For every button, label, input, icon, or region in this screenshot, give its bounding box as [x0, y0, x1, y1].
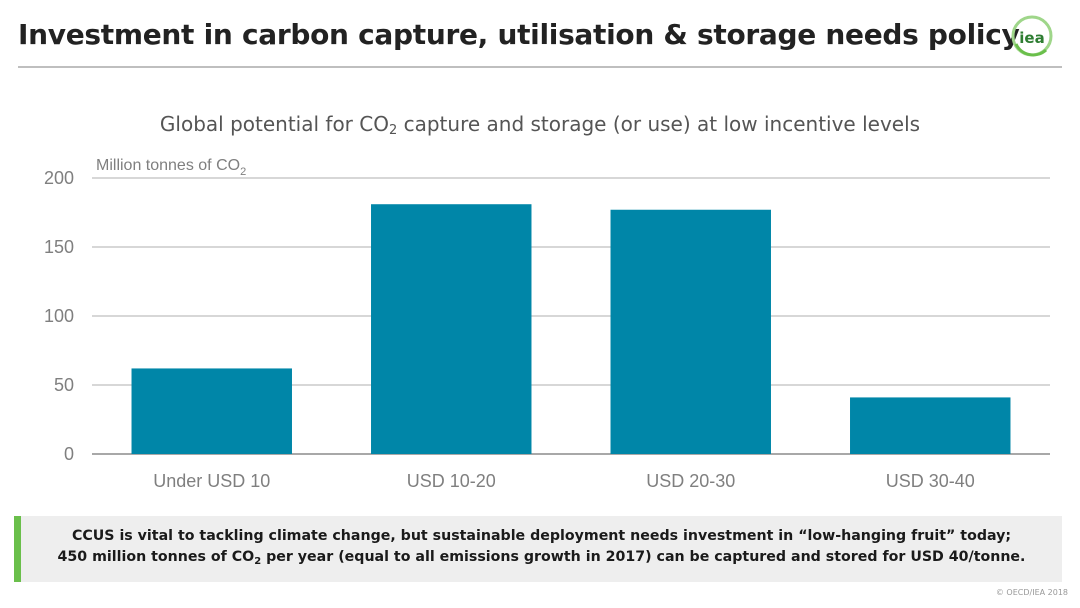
- logo-text: iea: [1019, 29, 1044, 47]
- bar-under-usd-10: [131, 368, 292, 454]
- callout-box: CCUS is vital to tackling climate change…: [14, 516, 1062, 582]
- y-tick-label: 150: [44, 237, 74, 257]
- chart-title-prefix: Global potential for CO: [159, 112, 389, 136]
- callout-line-2-suffix: per year (equal to all emissions growth …: [261, 549, 1026, 565]
- y-tick-label: 100: [44, 306, 74, 326]
- callout-line-1: CCUS is vital to tackling climate change…: [71, 528, 1012, 544]
- bar-usd-10-20: [371, 204, 532, 454]
- y-tick-label: 200: [44, 168, 74, 188]
- y-axis-label: Million tonnes of CO2: [96, 157, 246, 178]
- x-tick-label: USD 30-40: [886, 471, 975, 491]
- bar-chart: Million tonnes of CO2 0 50 100 150 200 Under …: [44, 157, 1050, 491]
- x-tick-label: USD 10-20: [407, 471, 496, 491]
- header-divider: [18, 66, 1062, 68]
- callout-line-2: 450 million tonnes of CO2 per year (equa…: [58, 547, 1026, 572]
- y-tick-label: 0: [64, 444, 74, 464]
- y-tick-label: 50: [54, 375, 74, 395]
- chart-title: Global potential for CO2 capture and sto…: [0, 112, 1080, 138]
- y-axis-label-prefix: Million tonnes of CO: [96, 157, 240, 174]
- chart-title-suffix: capture and storage (or use) at low ince…: [397, 112, 921, 136]
- callout-line-2-subscript: 2: [254, 556, 262, 567]
- bar-usd-30-40: [850, 397, 1011, 454]
- chart-title-subscript: 2: [388, 123, 398, 138]
- x-tick-label: USD 20-30: [646, 471, 735, 491]
- callout-line-2-prefix: 450 million tonnes of CO: [57, 549, 255, 565]
- page-title: Investment in carbon capture, utilisatio…: [18, 18, 1020, 51]
- copyright: © OECD/IEA 2018: [995, 588, 1068, 597]
- x-tick-label: Under USD 10: [153, 471, 270, 491]
- y-axis-label-subscript: 2: [240, 166, 246, 178]
- header: Investment in carbon capture, utilisatio…: [18, 14, 1062, 70]
- bar-usd-20-30: [610, 209, 771, 454]
- iea-logo-icon: iea: [1011, 15, 1053, 57]
